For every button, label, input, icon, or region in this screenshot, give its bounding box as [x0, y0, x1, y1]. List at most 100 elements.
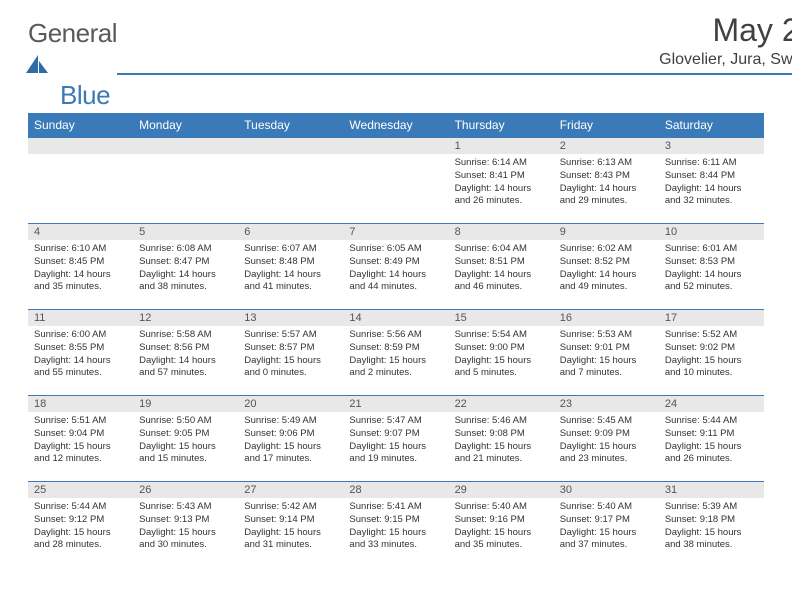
day-cell: .	[133, 137, 238, 223]
day-detail-line: Daylight: 14 hours and 46 minutes.	[455, 269, 548, 295]
calendar-table: SundayMondayTuesdayWednesdayThursdayFrid…	[28, 113, 764, 567]
brand-part2: Blue	[60, 80, 110, 110]
day-details: Sunrise: 5:58 AMSunset: 8:56 PMDaylight:…	[133, 326, 238, 384]
day-details: Sunrise: 6:14 AMSunset: 8:41 PMDaylight:…	[449, 154, 554, 212]
day-detail-line: Sunset: 9:01 PM	[560, 342, 653, 355]
day-header: Friday	[554, 113, 659, 137]
brand-part1: General	[28, 18, 117, 48]
day-detail-line: Daylight: 15 hours and 21 minutes.	[455, 441, 548, 467]
day-number: 21	[343, 395, 448, 412]
day-cell: 23Sunrise: 5:45 AMSunset: 9:09 PMDayligh…	[554, 395, 659, 481]
day-details: Sunrise: 6:13 AMSunset: 8:43 PMDaylight:…	[554, 154, 659, 212]
day-detail-line: Sunrise: 6:10 AM	[34, 243, 127, 256]
day-header: Thursday	[449, 113, 554, 137]
day-cell: 26Sunrise: 5:43 AMSunset: 9:13 PMDayligh…	[133, 481, 238, 567]
day-cell: 22Sunrise: 5:46 AMSunset: 9:08 PMDayligh…	[449, 395, 554, 481]
day-number: 27	[238, 481, 343, 498]
day-detail-line: Sunrise: 5:44 AM	[665, 415, 758, 428]
day-number: 25	[28, 481, 133, 498]
day-detail-line: Daylight: 14 hours and 38 minutes.	[139, 269, 232, 295]
day-detail-line: Sunset: 8:52 PM	[560, 256, 653, 269]
day-cell: 6Sunrise: 6:07 AMSunset: 8:48 PMDaylight…	[238, 223, 343, 309]
day-number: 14	[343, 309, 448, 326]
day-detail-line: Daylight: 15 hours and 17 minutes.	[244, 441, 337, 467]
day-number: 9	[554, 223, 659, 240]
day-detail-line: Sunrise: 6:02 AM	[560, 243, 653, 256]
day-cell: 14Sunrise: 5:56 AMSunset: 8:59 PMDayligh…	[343, 309, 448, 395]
day-cell: 8Sunrise: 6:04 AMSunset: 8:51 PMDaylight…	[449, 223, 554, 309]
day-cell: 10Sunrise: 6:01 AMSunset: 8:53 PMDayligh…	[659, 223, 764, 309]
day-details: Sunrise: 5:44 AMSunset: 9:11 PMDaylight:…	[659, 412, 764, 470]
day-detail-line: Sunrise: 5:56 AM	[349, 329, 442, 342]
day-detail-line: Sunrise: 6:13 AM	[560, 157, 653, 170]
day-detail-line: Daylight: 15 hours and 7 minutes.	[560, 355, 653, 381]
day-detail-line: Daylight: 15 hours and 2 minutes.	[349, 355, 442, 381]
month-title: May 2025	[117, 12, 792, 49]
day-detail-line: Sunset: 9:04 PM	[34, 428, 127, 441]
day-details: Sunrise: 5:50 AMSunset: 9:05 PMDaylight:…	[133, 412, 238, 470]
day-details: Sunrise: 5:39 AMSunset: 9:18 PMDaylight:…	[659, 498, 764, 556]
day-cell: 27Sunrise: 5:42 AMSunset: 9:14 PMDayligh…	[238, 481, 343, 567]
day-cell: 1Sunrise: 6:14 AMSunset: 8:41 PMDaylight…	[449, 137, 554, 223]
day-detail-line: Sunrise: 5:50 AM	[139, 415, 232, 428]
day-detail-line: Sunset: 9:18 PM	[665, 514, 758, 527]
day-detail-line: Sunrise: 6:04 AM	[455, 243, 548, 256]
day-detail-line: Sunrise: 6:07 AM	[244, 243, 337, 256]
day-number: 2	[554, 137, 659, 154]
day-detail-line: Sunrise: 5:49 AM	[244, 415, 337, 428]
day-detail-line: Sunrise: 6:11 AM	[665, 157, 758, 170]
day-detail-line: Sunset: 8:51 PM	[455, 256, 548, 269]
calendar-week-row: 11Sunrise: 6:00 AMSunset: 8:55 PMDayligh…	[28, 309, 764, 395]
day-detail-line: Sunset: 9:13 PM	[139, 514, 232, 527]
day-detail-line: Sunrise: 6:08 AM	[139, 243, 232, 256]
day-detail-line: Sunset: 9:09 PM	[560, 428, 653, 441]
day-detail-line: Sunrise: 5:51 AM	[34, 415, 127, 428]
day-cell: 19Sunrise: 5:50 AMSunset: 9:05 PMDayligh…	[133, 395, 238, 481]
day-number: 15	[449, 309, 554, 326]
day-number: 24	[659, 395, 764, 412]
day-detail-line: Daylight: 14 hours and 57 minutes.	[139, 355, 232, 381]
day-detail-line: Daylight: 15 hours and 12 minutes.	[34, 441, 127, 467]
title-block: May 2025 Glovelier, Jura, Switzerland	[117, 12, 792, 75]
day-detail-line: Sunset: 9:11 PM	[665, 428, 758, 441]
day-details: Sunrise: 5:45 AMSunset: 9:09 PMDaylight:…	[554, 412, 659, 470]
day-detail-line: Sunset: 9:12 PM	[34, 514, 127, 527]
day-header: Sunday	[28, 113, 133, 137]
day-cell: 17Sunrise: 5:52 AMSunset: 9:02 PMDayligh…	[659, 309, 764, 395]
calendar-week-row: ....1Sunrise: 6:14 AMSunset: 8:41 PMDayl…	[28, 137, 764, 223]
day-details: Sunrise: 5:52 AMSunset: 9:02 PMDaylight:…	[659, 326, 764, 384]
day-cell: 4Sunrise: 6:10 AMSunset: 8:45 PMDaylight…	[28, 223, 133, 309]
day-detail-line: Sunrise: 5:42 AM	[244, 501, 337, 514]
day-details: Sunrise: 5:41 AMSunset: 9:15 PMDaylight:…	[343, 498, 448, 556]
day-cell: .	[28, 137, 133, 223]
day-details: Sunrise: 5:42 AMSunset: 9:14 PMDaylight:…	[238, 498, 343, 556]
day-cell: 28Sunrise: 5:41 AMSunset: 9:15 PMDayligh…	[343, 481, 448, 567]
day-detail-line: Daylight: 15 hours and 15 minutes.	[139, 441, 232, 467]
day-detail-line: Daylight: 14 hours and 41 minutes.	[244, 269, 337, 295]
day-detail-line: Sunrise: 6:00 AM	[34, 329, 127, 342]
day-cell: 12Sunrise: 5:58 AMSunset: 8:56 PMDayligh…	[133, 309, 238, 395]
day-details: Sunrise: 6:01 AMSunset: 8:53 PMDaylight:…	[659, 240, 764, 298]
day-number: 10	[659, 223, 764, 240]
day-detail-line: Daylight: 15 hours and 5 minutes.	[455, 355, 548, 381]
day-detail-line: Sunrise: 5:46 AM	[455, 415, 548, 428]
day-cell: 25Sunrise: 5:44 AMSunset: 9:12 PMDayligh…	[28, 481, 133, 567]
day-of-week-row: SundayMondayTuesdayWednesdayThursdayFrid…	[28, 113, 764, 137]
day-details: Sunrise: 5:56 AMSunset: 8:59 PMDaylight:…	[343, 326, 448, 384]
day-detail-line: Sunset: 9:15 PM	[349, 514, 442, 527]
day-number: 20	[238, 395, 343, 412]
day-detail-line: Sunset: 8:59 PM	[349, 342, 442, 355]
day-cell: 11Sunrise: 6:00 AMSunset: 8:55 PMDayligh…	[28, 309, 133, 395]
day-detail-line: Sunset: 9:16 PM	[455, 514, 548, 527]
day-details: Sunrise: 5:54 AMSunset: 9:00 PMDaylight:…	[449, 326, 554, 384]
day-detail-line: Sunset: 8:56 PM	[139, 342, 232, 355]
day-number: 4	[28, 223, 133, 240]
day-detail-line: Sunset: 9:17 PM	[560, 514, 653, 527]
day-cell: 2Sunrise: 6:13 AMSunset: 8:43 PMDaylight…	[554, 137, 659, 223]
day-detail-line: Sunset: 8:47 PM	[139, 256, 232, 269]
day-details: Sunrise: 5:40 AMSunset: 9:16 PMDaylight:…	[449, 498, 554, 556]
day-detail-line: Daylight: 14 hours and 44 minutes.	[349, 269, 442, 295]
day-detail-line: Daylight: 15 hours and 10 minutes.	[665, 355, 758, 381]
day-number: 26	[133, 481, 238, 498]
calendar-body: ....1Sunrise: 6:14 AMSunset: 8:41 PMDayl…	[28, 137, 764, 567]
